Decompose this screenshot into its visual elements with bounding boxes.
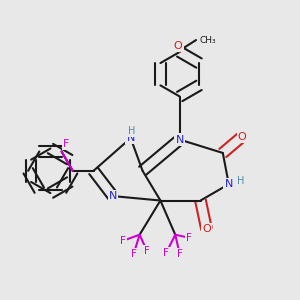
Text: F: F: [120, 236, 126, 246]
Text: F: F: [144, 246, 150, 256]
Text: O: O: [238, 132, 247, 142]
Text: N: N: [109, 191, 117, 201]
Text: F: F: [186, 233, 192, 243]
Text: F: F: [63, 139, 69, 149]
Text: N: N: [176, 135, 184, 145]
Text: F: F: [177, 249, 183, 259]
Text: F: F: [164, 248, 169, 257]
Text: H: H: [128, 126, 136, 136]
Text: CH₃: CH₃: [199, 35, 216, 44]
Text: H: H: [237, 176, 244, 186]
Text: N: N: [225, 179, 233, 189]
Text: F: F: [131, 249, 137, 259]
Text: O: O: [202, 224, 211, 234]
Text: O: O: [174, 41, 183, 51]
Text: N: N: [127, 133, 135, 143]
